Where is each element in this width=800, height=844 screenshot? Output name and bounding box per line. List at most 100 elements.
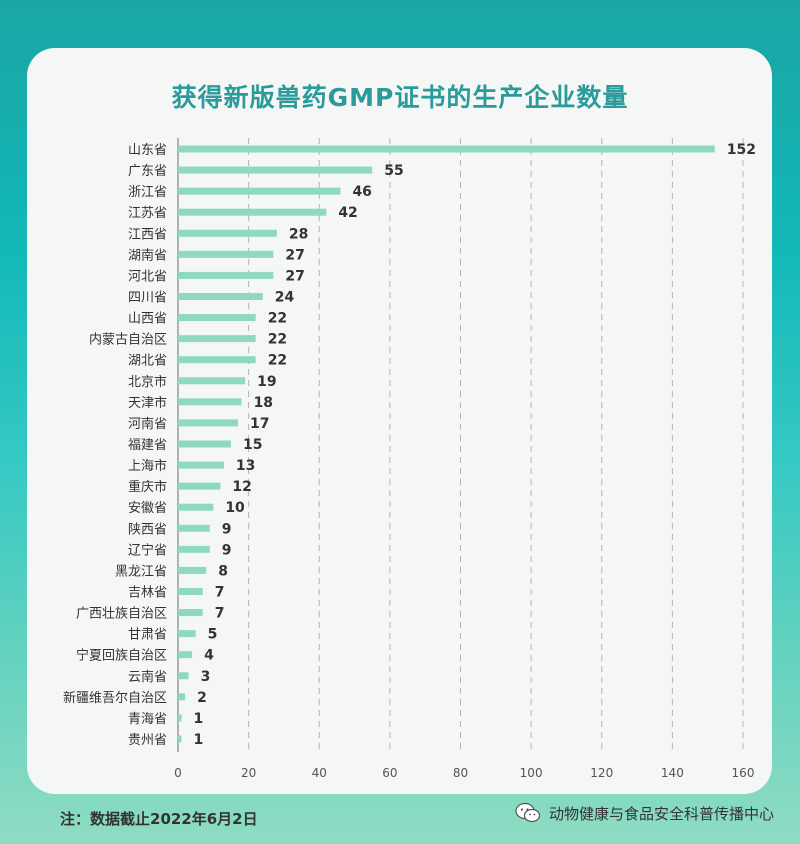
bar [178, 166, 373, 174]
category-label: 黑龙江省 [115, 564, 167, 579]
data-label: 46 [352, 184, 371, 200]
data-label: 1 [194, 732, 204, 748]
x-tick-label: 60 [382, 766, 397, 780]
x-tick-label: 140 [661, 766, 684, 780]
data-label: 22 [268, 332, 287, 348]
category-label: 福建省 [128, 438, 167, 453]
bar [178, 630, 196, 638]
data-label: 13 [236, 458, 255, 474]
category-label: 广西壮族自治区 [76, 606, 167, 622]
data-label: 22 [268, 353, 287, 369]
bar [178, 735, 182, 743]
bar [178, 503, 214, 511]
data-label: 55 [384, 163, 403, 179]
data-label: 5 [208, 627, 218, 643]
data-label: 7 [215, 606, 225, 622]
x-tick-label: 160 [732, 766, 755, 780]
x-tick-label: 40 [312, 766, 327, 780]
category-label: 甘肃省 [128, 628, 167, 643]
data-label: 1 [194, 711, 204, 727]
bar [178, 440, 231, 448]
bar [178, 587, 203, 595]
bar [178, 208, 327, 216]
category-label: 山东省 [128, 143, 167, 158]
bar [178, 651, 193, 659]
data-label: 22 [268, 311, 287, 327]
data-label: 28 [289, 226, 308, 242]
data-label: 27 [285, 247, 304, 263]
category-label: 陕西省 [128, 522, 167, 537]
bar [178, 672, 189, 680]
bar [178, 693, 186, 701]
data-label: 10 [225, 500, 245, 516]
bar [178, 271, 274, 279]
bar [178, 377, 246, 385]
data-label: 15 [243, 437, 262, 453]
data-label: 12 [232, 479, 251, 495]
category-label: 上海市 [128, 458, 167, 474]
category-label: 江西省 [128, 227, 167, 242]
bar [178, 566, 207, 574]
data-label: 19 [257, 374, 276, 390]
x-tick-label: 120 [590, 766, 613, 780]
data-label: 152 [727, 142, 756, 158]
data-label: 7 [215, 584, 225, 600]
category-label: 宁夏回族自治区 [76, 648, 167, 664]
bar [178, 398, 242, 406]
bar [178, 482, 221, 490]
x-tick-label: 20 [241, 766, 256, 780]
data-label: 9 [222, 521, 232, 537]
bar [178, 609, 203, 617]
category-label: 四川省 [128, 290, 167, 305]
category-label: 北京市 [128, 374, 167, 390]
brand-footer: 动物健康与食品安全科普传播中心 [515, 800, 774, 826]
data-label: 17 [250, 416, 269, 432]
category-label: 浙江省 [128, 185, 167, 200]
data-label: 18 [254, 395, 273, 411]
data-label: 9 [222, 542, 232, 558]
bar [178, 524, 210, 532]
bar [178, 419, 239, 427]
wechat-icon [515, 802, 541, 824]
data-label: 42 [338, 205, 357, 221]
bar [178, 314, 256, 322]
bar [178, 145, 715, 153]
category-label: 青海省 [128, 712, 167, 727]
category-label: 吉林省 [128, 585, 167, 600]
bar [178, 714, 182, 722]
brand-name: 动物健康与食品安全科普传播中心 [548, 804, 774, 823]
chart-title: 获得新版兽药GMP证书的生产企业数量 [171, 83, 629, 112]
category-label: 安徽省 [128, 501, 167, 516]
bar [178, 545, 210, 553]
category-label: 辽宁省 [128, 542, 167, 558]
bar [178, 229, 277, 237]
category-label: 湖北省 [128, 354, 167, 369]
x-tick-label: 0 [174, 766, 182, 780]
data-note: 注：数据截止2022年6月2日 [60, 810, 258, 828]
bar [178, 335, 256, 343]
category-label: 湖南省 [128, 247, 167, 263]
data-label: 2 [197, 690, 207, 706]
category-label: 江苏省 [128, 205, 167, 221]
bar [178, 292, 263, 300]
x-tick-label: 80 [453, 766, 468, 780]
data-label: 3 [201, 669, 211, 685]
bar [178, 250, 274, 258]
category-label: 内蒙古自治区 [89, 332, 167, 348]
data-label: 24 [275, 289, 295, 305]
bar [178, 461, 224, 469]
bar [178, 356, 256, 364]
data-label: 8 [218, 563, 228, 579]
data-label: 27 [285, 268, 304, 284]
bar [178, 187, 341, 195]
category-label: 云南省 [128, 669, 167, 685]
category-label: 山西省 [128, 312, 167, 327]
category-label: 天津市 [128, 395, 167, 411]
data-label: 4 [204, 648, 214, 664]
chart-card [27, 48, 772, 794]
category-label: 河南省 [128, 416, 167, 432]
category-label: 贵州省 [128, 733, 167, 748]
category-label: 河北省 [128, 269, 167, 284]
category-label: 重庆市 [128, 479, 167, 495]
